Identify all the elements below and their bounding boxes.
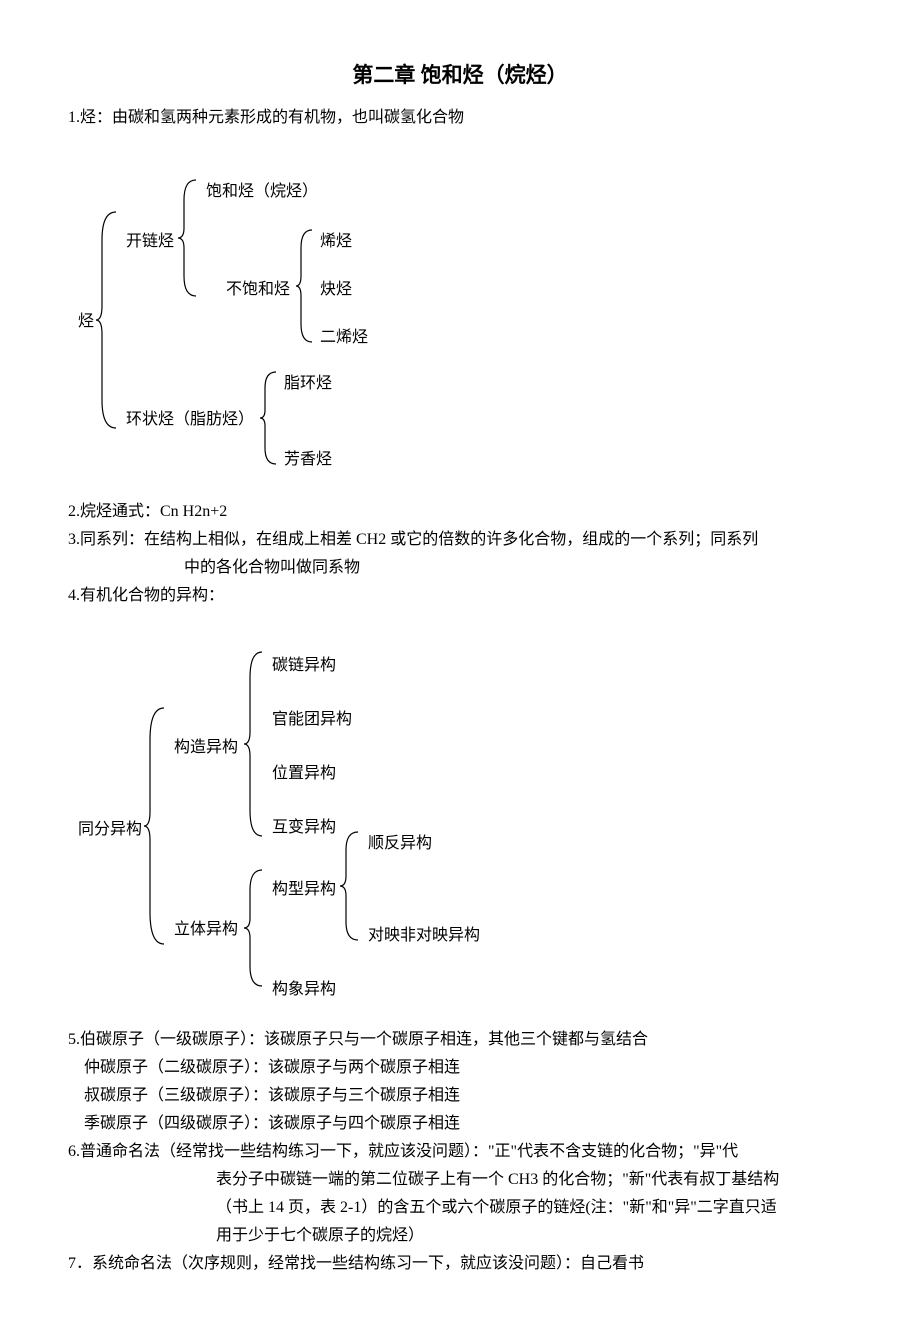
point-7: 7．系统命名法（次序规则，经常找一些结构练习一下，就应该没问题）：自己看书 xyxy=(68,1252,852,1276)
point-6b: 表分子中碳链一端的第二位碳子上有一个 CH3 的化合物；"新"代表有叔丁基结构 xyxy=(68,1168,852,1192)
tree1-open-chain: 开链烃 xyxy=(126,230,174,254)
tree2-position: 位置异构 xyxy=(272,762,336,786)
brace-unsat xyxy=(296,228,316,344)
tree2-config: 构型异构 xyxy=(272,878,336,902)
tree2-enantio: 对映非对映异构 xyxy=(368,924,480,948)
tree1-unsaturated: 不饱和烃 xyxy=(226,278,290,302)
point-4: 4.有机化合物的异构： xyxy=(68,584,852,608)
point-5c: 叔碳原子（三级碳原子）：该碳原子与三个碳原子相连 xyxy=(68,1084,852,1108)
brace2-stereo xyxy=(244,868,266,988)
tree2-root: 同分异构 xyxy=(78,818,142,842)
point-6c: （书上 14 页，表 2-1）的含五个或六个碳原子的链烃(注："新"和"异"二字… xyxy=(68,1196,852,1220)
tree1-cyclic: 环状烃（脂肪烃） xyxy=(126,408,254,432)
point-5b: 仲碳原子（二级碳原子）：该碳原子与两个碳原子相连 xyxy=(68,1056,852,1080)
tree2-conformation: 构象异构 xyxy=(272,978,336,1002)
tree2-functional: 官能团异构 xyxy=(272,708,352,732)
brace-root xyxy=(96,210,120,430)
tree1-root: 烃 xyxy=(78,310,94,334)
point-3a: 3.同系列：在结构上相似，在组成上相差 CH2 或它的倍数的许多化合物，组成的一… xyxy=(68,528,852,552)
chapter-title: 第二章 饱和烃（烷烃） xyxy=(68,60,852,92)
tree1-alicyclic: 脂环烃 xyxy=(284,372,332,396)
tree2-stereo: 立体异构 xyxy=(174,918,238,942)
point-1: 1.烃：由碳和氢两种元素形成的有机物，也叫碳氢化合物 xyxy=(68,106,852,130)
tree2-tautomer: 互变异构 xyxy=(272,816,336,840)
point-5d: 季碳原子（四级碳原子）：该碳原子与四个碳原子相连 xyxy=(68,1112,852,1136)
tree2-chain: 碳链异构 xyxy=(272,654,336,678)
point-3b: 中的各化合物叫做同系物 xyxy=(68,556,852,580)
tree2-constitutional: 构造异构 xyxy=(174,736,238,760)
brace2-const xyxy=(244,650,266,838)
point-6a: 6.普通命名法（经常找一些结构练习一下，就应该没问题）："正"代表不含支链的化合… xyxy=(68,1140,852,1164)
brace-open xyxy=(178,178,200,298)
tree1-alkyne: 炔烃 xyxy=(320,278,352,302)
brace2-root xyxy=(144,706,168,946)
brace-cyclic xyxy=(260,370,280,466)
brace2-config xyxy=(340,830,362,942)
isomerism-tree: 同分异构 构造异构 碳链异构 官能团异构 位置异构 互变异构 立体异构 构型异构… xyxy=(78,628,852,1018)
point-2: 2.烷烃通式：Cn H2n+2 xyxy=(68,500,852,524)
point-5a: 5.伯碳原子（一级碳原子）：该碳原子只与一个碳原子相连，其他三个键都与氢结合 xyxy=(68,1028,852,1052)
tree1-saturated: 饱和烃（烷烃） xyxy=(206,180,318,204)
hydrocarbon-tree: 烃 开链烃 饱和烃（烷烃） 不饱和烃 烯烃 炔烃 二烯烃 环状烃（脂肪烃） 脂环… xyxy=(78,150,852,490)
tree1-diene: 二烯烃 xyxy=(320,326,368,350)
point-6d: 用于少于七个碳原子的烷烃） xyxy=(68,1224,852,1248)
tree2-cistrans: 顺反异构 xyxy=(368,832,432,856)
tree1-alkene: 烯烃 xyxy=(320,230,352,254)
tree1-aromatic: 芳香烃 xyxy=(284,448,332,472)
